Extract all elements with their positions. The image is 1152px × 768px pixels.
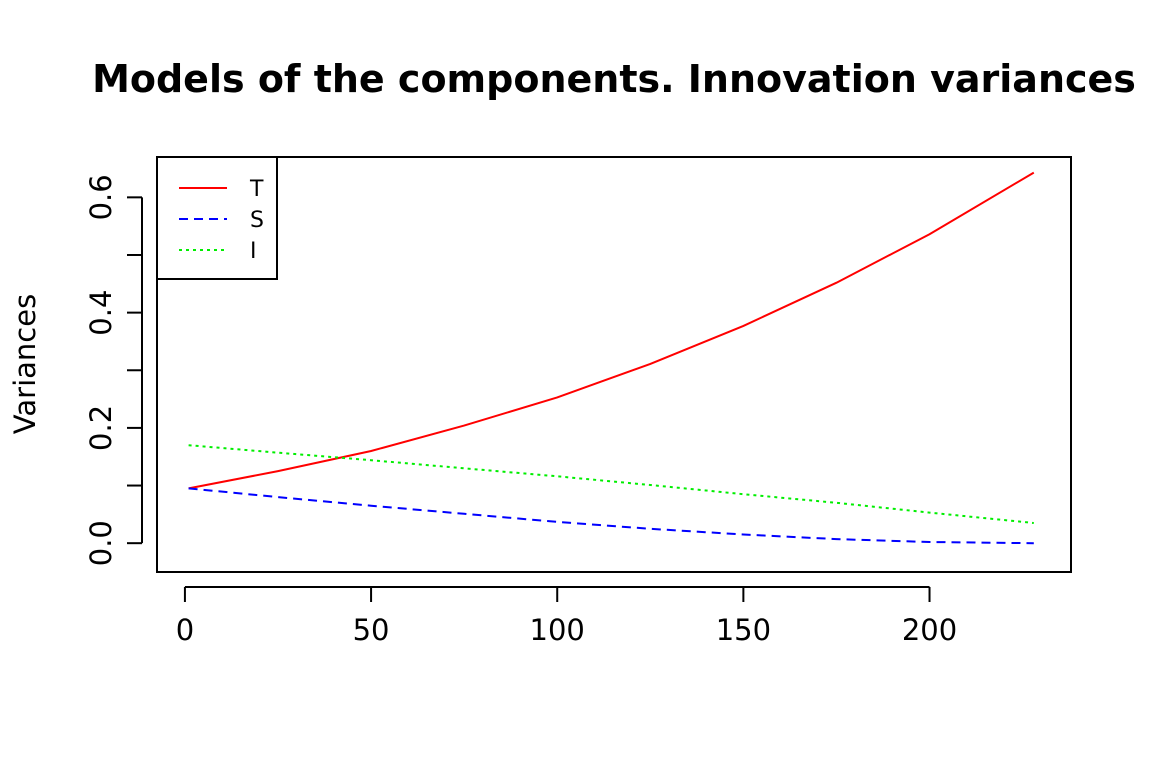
x-tick-label-4: 200	[902, 613, 957, 647]
chart-title: Models of the components. Innovation var…	[92, 57, 1136, 101]
x-tick-label-2: 100	[530, 613, 585, 647]
y-tick-label-2: 0.2	[84, 405, 118, 451]
y-tick-label-4: 0.4	[84, 290, 118, 336]
x-tick-label-1: 50	[353, 613, 390, 647]
y-axis-label: Variances	[8, 294, 42, 434]
plot-area: 0 50 100 150 200 0.0 0.2 0.4 0.6 TSI	[84, 156, 1072, 647]
x-tick-label-3: 150	[716, 613, 771, 647]
series-line-T	[188, 171, 1035, 490]
legend-label-S: S	[250, 208, 264, 233]
legend-label-T: T	[249, 177, 264, 202]
legend-label-I: I	[250, 239, 257, 264]
y-tick-label-0: 0.0	[84, 520, 118, 566]
plot-frame	[156, 156, 1072, 573]
series-line-S	[188, 487, 1034, 545]
y-tick-label-6: 0.6	[84, 174, 118, 220]
x-tick-label-0: 0	[176, 613, 194, 647]
series-line-I	[188, 444, 1034, 524]
